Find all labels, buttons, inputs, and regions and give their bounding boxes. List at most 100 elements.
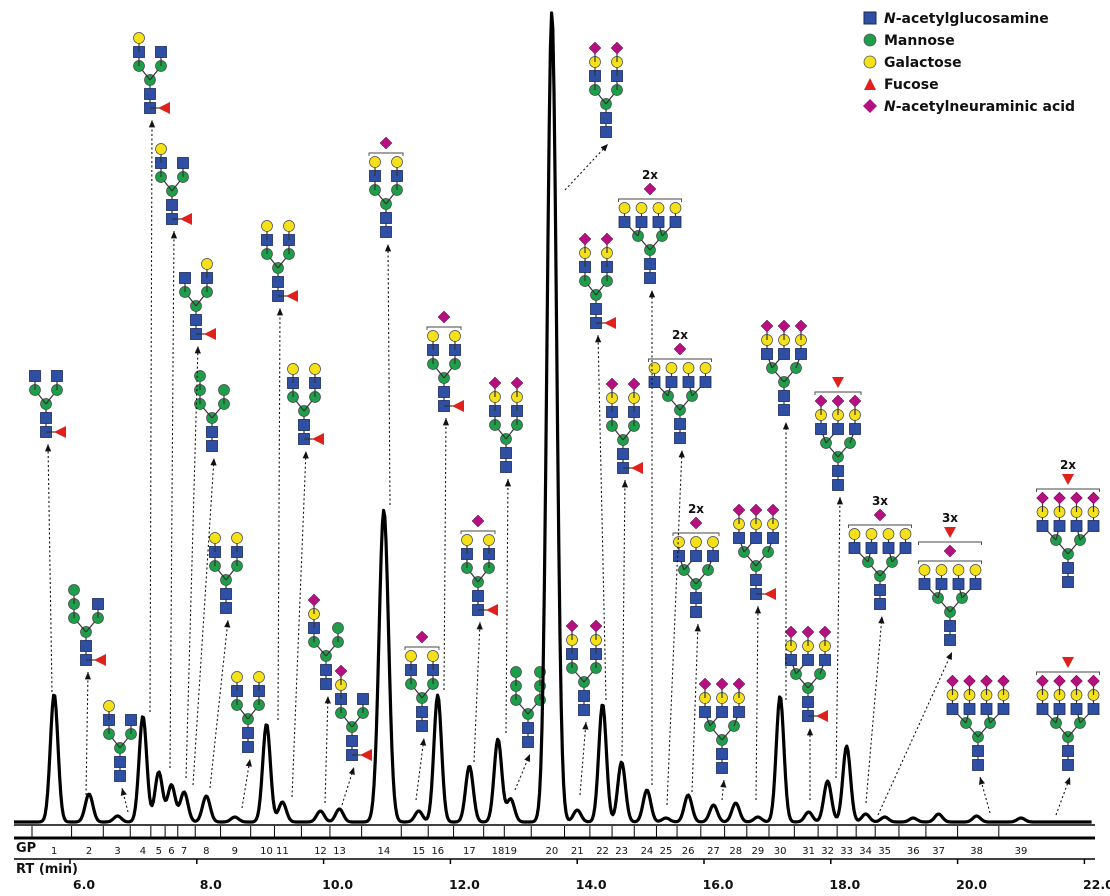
annotation-arrow <box>835 496 841 779</box>
galactose-icon <box>449 330 461 342</box>
arrowhead <box>170 231 178 239</box>
glcnac-icon <box>952 578 965 590</box>
glcnac-icon <box>665 376 678 388</box>
legend-circle-icon <box>863 55 877 69</box>
rt-tick-label-12.0: 12.0 <box>449 877 480 892</box>
glcnac-icon <box>1036 703 1049 715</box>
neuac-icon <box>627 377 641 391</box>
arrowhead <box>210 458 217 466</box>
chromatogram-trace <box>13 11 1092 824</box>
glycan-structure-gp26: 2x <box>672 502 720 618</box>
glcnac-icon <box>635 216 648 228</box>
neuac-icon <box>943 544 957 558</box>
gp-label-15: 15 <box>412 846 425 857</box>
glcnac-icon <box>1087 703 1100 715</box>
glcnac-icon <box>944 634 956 646</box>
gp-label-34: 34 <box>859 846 872 857</box>
gp-label-8: 8 <box>203 846 209 857</box>
arrowhead <box>978 777 985 785</box>
glcnac-icon <box>600 126 612 138</box>
glycan-structure-gp31 <box>784 625 832 722</box>
annotation-arrow <box>415 737 425 801</box>
neuac-icon <box>379 136 393 150</box>
mannose-icon <box>218 384 230 396</box>
legend-label: N-acetylglucosamine <box>884 11 1049 27</box>
rt-tick-label-18.0: 18.0 <box>829 877 860 892</box>
glcnac-icon <box>618 216 631 228</box>
glcnac-icon <box>590 303 602 315</box>
glcnac-icon <box>380 212 392 224</box>
glcnac-icon <box>972 759 984 771</box>
neuac-icon <box>766 503 780 517</box>
galactose-icon <box>882 528 895 540</box>
multiplicity-label: 3x <box>872 494 888 508</box>
gp-label-35: 35 <box>878 846 891 857</box>
rt-tick-label-20.0: 20.0 <box>956 877 987 892</box>
glycan-structure-gp27 <box>698 677 746 774</box>
arrowhead <box>946 652 952 660</box>
glcnac-icon <box>1062 745 1074 757</box>
glcnac-icon <box>980 703 993 715</box>
gp-label-36: 36 <box>907 846 920 857</box>
neuac-icon <box>784 625 798 639</box>
neuac-icon <box>715 677 729 691</box>
glcnac-icon <box>648 376 661 388</box>
annotation-arrow <box>597 334 607 701</box>
galactose-icon <box>253 671 265 683</box>
gp-label-12: 12 <box>314 846 327 857</box>
glcnac-icon <box>1036 520 1049 532</box>
glcnac-icon <box>815 423 827 435</box>
annotation-arrow <box>149 119 153 713</box>
mannose-icon <box>510 666 522 678</box>
glcnac-icon <box>767 532 779 544</box>
arrowhead <box>476 622 483 630</box>
glcnac-icon <box>918 578 931 590</box>
annotation-arrow <box>192 457 215 786</box>
gp-label-5: 5 <box>156 846 162 857</box>
glcnac-icon <box>644 258 656 270</box>
rt-tick-labels: 6.0 8.0 10.0 12.0 14.0 16.0 18.0 20.0 22.0 <box>69 859 1110 892</box>
neuac-icon <box>1036 491 1049 505</box>
fucose-icon <box>158 102 170 114</box>
annotation-arrow <box>387 243 391 506</box>
glcnac-icon <box>206 440 218 452</box>
glycan-structure-gp15 <box>404 630 440 732</box>
neuac-icon <box>673 342 687 356</box>
glcnac-icon <box>865 542 878 554</box>
neuac-icon <box>946 674 959 688</box>
rt-tick-label-22.0: 22.0 <box>1083 877 1110 892</box>
glycan-structure-gp21 <box>565 619 603 716</box>
glycan-structure-gp39b <box>1036 657 1100 771</box>
arrowhead <box>442 418 450 426</box>
arrowhead <box>595 335 602 343</box>
glcnac-icon <box>785 654 797 666</box>
neuac-icon <box>1070 674 1083 688</box>
galactose-icon <box>969 564 982 576</box>
glcnac-icon <box>969 578 982 590</box>
annotation-arrow <box>877 651 953 816</box>
mannose-icon <box>194 370 206 382</box>
glcnac-icon <box>320 664 332 676</box>
multiplicity-label: 3x <box>942 511 958 525</box>
glcnac-icon <box>600 112 612 124</box>
glcnac-icon <box>644 272 656 284</box>
legend-item-circle: Mannose <box>863 33 955 49</box>
mannose-icon <box>68 584 80 596</box>
neuac-icon <box>1070 491 1083 505</box>
glcnac-icon <box>472 590 484 602</box>
glycan-structure-gp12 <box>307 593 344 690</box>
galactose-icon <box>865 528 878 540</box>
arrowhead <box>120 788 127 796</box>
glcnac-icon <box>944 620 956 632</box>
glcnac-icon <box>716 748 728 760</box>
glcnac-icon <box>972 745 984 757</box>
glcnac-icon <box>848 542 861 554</box>
glycan-structure-gp34: 3x <box>848 494 912 610</box>
gp-label-29: 29 <box>752 846 765 857</box>
neuac-icon <box>848 394 862 408</box>
glcnac-icon <box>177 157 189 169</box>
gp-label-6: 6 <box>168 846 174 857</box>
gp-label-11: 11 <box>276 846 289 857</box>
annotation-arrow <box>865 615 883 804</box>
legend-item-square: N-acetylglucosamine <box>863 11 1049 27</box>
